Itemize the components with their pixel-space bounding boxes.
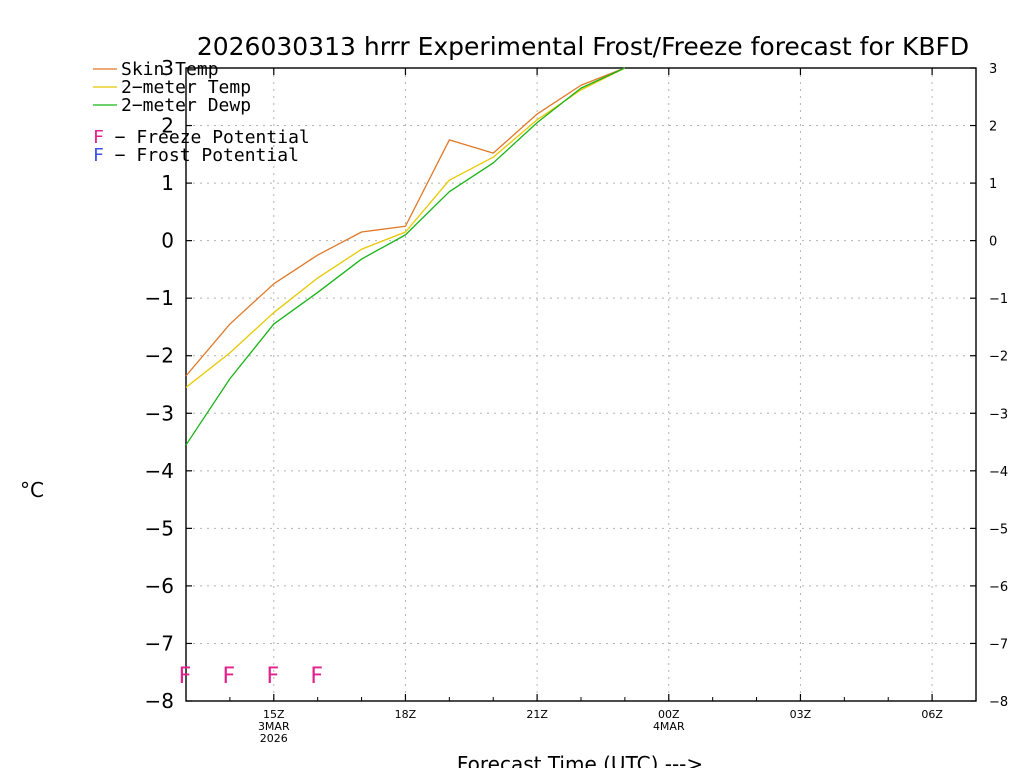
y-axis-label: °C [20,478,44,502]
legend-note-text: − Freeze Potential [104,127,310,148]
y-tick-label-left: 2 [161,114,174,138]
y-tick-label-right: −3 [989,407,1008,422]
x-tick-label: 03Z [790,708,812,721]
y-tick-label-left: 1 [161,171,174,195]
freeze-marker: F [266,664,279,689]
chart-title: 2026030313 hrrr Experimental Frost/Freez… [197,32,969,61]
y-tick-label-right: 0 [989,235,997,250]
y-tick-label-left: 3 [161,56,174,80]
legend-entry-label: 2−meter Temp [121,77,251,98]
ticks-layer: 3 3 2 2 1 1 0 0 −1 −1 −2 −2 −3 −3 −4 −4 −5 −5 −6 −6 −7 −7 −8 −8… [145,56,1009,745]
y-tick-label-right: 2 [989,120,997,135]
y-tick-label-left: 0 [161,229,174,253]
y-tick-label-left: −1 [145,286,174,310]
x-tick-label: 3MAR [258,720,290,733]
legend-entry-label: Skin Temp [121,59,219,80]
x-tick-label: 21Z [526,708,548,721]
x-tick-label: 4MAR [653,720,685,733]
grid-layer [186,68,976,701]
y-tick-label-right: −1 [989,292,1008,307]
y-tick-label-left: −8 [145,689,174,713]
y-tick-label-right: −4 [989,465,1008,480]
y-tick-label-left: −6 [145,574,174,598]
series-line-2-meter-dewp [185,67,626,446]
y-tick-label-right: −2 [989,350,1008,365]
y-tick-label-left: −2 [145,344,174,368]
x-tick-label: 18Z [395,708,417,721]
series-line-2-meter-temp [185,67,626,388]
y-tick-label-left: −5 [145,516,174,540]
legend-note: F − Frost Potential [93,145,299,166]
plot-frame [185,67,977,702]
legend-note-symbol: F [93,127,104,148]
legend-entry-label: 2−meter Dewp [121,95,251,116]
freeze-marker: F [310,664,323,689]
legend-note: F − Freeze Potential [93,127,310,148]
series-layer [185,67,626,446]
y-tick-label-right: −5 [989,522,1008,537]
y-tick-label-right: 3 [989,62,997,77]
legend-note-text: − Frost Potential [104,145,299,166]
y-tick-label-right: −8 [989,695,1008,710]
x-tick-label: 00Z [658,708,680,721]
x-axis-label: Forecast Time (UTC) ---> [457,752,703,768]
legend-note-symbol: F [93,145,104,166]
y-tick-label-right: −6 [989,580,1008,595]
y-tick-label-left: −3 [145,401,174,425]
x-tick-label: 15Z [263,708,285,721]
y-tick-label-right: 1 [989,177,997,192]
series-line-skin-temp [185,67,626,377]
x-tick-label: 06Z [921,708,943,721]
y-tick-label-left: −4 [145,459,174,483]
freeze-marker: F [223,664,236,689]
freeze-marker: F [179,664,192,689]
y-tick-label-right: −7 [989,637,1008,652]
x-tick-label: 2026 [260,732,288,745]
y-tick-label-left: −7 [145,631,174,655]
